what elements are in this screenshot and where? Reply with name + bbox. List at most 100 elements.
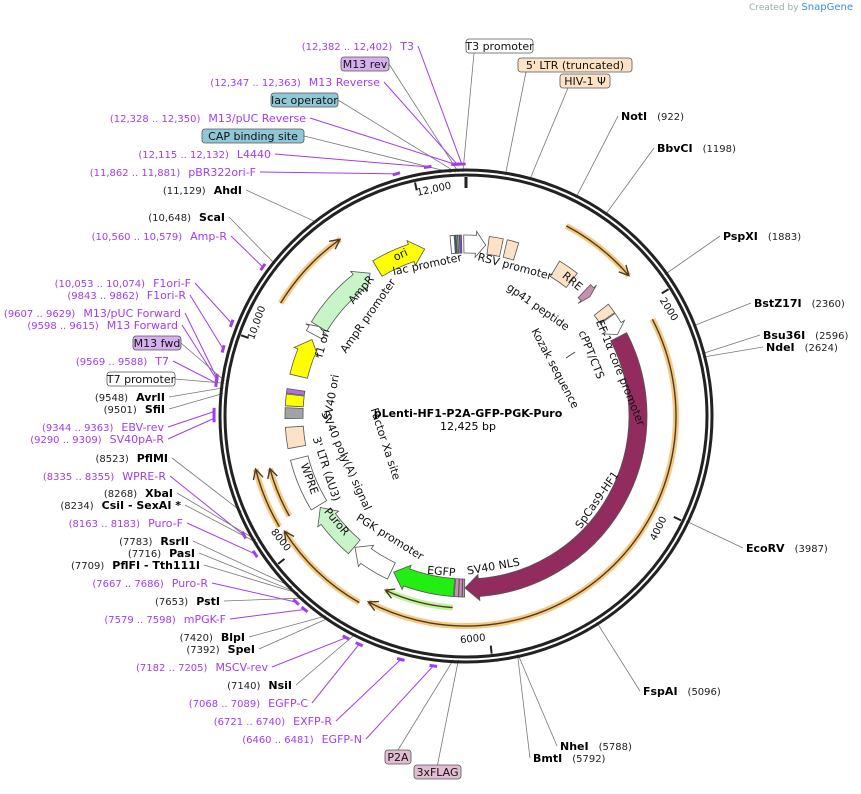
feature-rre[interactable] bbox=[549, 260, 578, 289]
feature-gp41-peptide[interactable] bbox=[577, 284, 597, 304]
feature-segment[interactable] bbox=[459, 234, 463, 254]
enzyme-label[interactable]: NheI (5788) bbox=[560, 740, 632, 753]
enzyme-label[interactable]: (7716) PasI bbox=[128, 547, 195, 560]
enzyme-label[interactable]: (9548) AvrII bbox=[95, 391, 165, 404]
orf-arc[interactable] bbox=[278, 236, 342, 305]
tick-mark bbox=[240, 334, 249, 339]
feature-ori[interactable] bbox=[372, 239, 426, 277]
enzyme-label[interactable]: (7420) BlpI bbox=[180, 631, 245, 644]
feature-f1-ori[interactable] bbox=[289, 338, 319, 379]
annotation-box[interactable] bbox=[340, 56, 390, 72]
enzyme-name: BbvCI bbox=[657, 142, 693, 155]
enzyme-label[interactable]: (7783) RsrII bbox=[119, 535, 189, 548]
feature-rsv-promoter[interactable] bbox=[463, 230, 487, 259]
annotation-box[interactable] bbox=[559, 73, 611, 89]
feature-wpre[interactable] bbox=[290, 455, 328, 511]
enzyme-name: BmtI bbox=[533, 752, 562, 765]
primer-range: (8335 .. 8355) bbox=[43, 472, 115, 483]
feature-segment[interactable] bbox=[502, 239, 520, 261]
leader-lines bbox=[167, 45, 764, 766]
enzyme-label[interactable]: EcoRV (3987) bbox=[746, 542, 828, 555]
annotation-box[interactable] bbox=[413, 764, 462, 780]
primer-binding-mark bbox=[355, 641, 364, 648]
annotation-box[interactable] bbox=[384, 749, 412, 765]
leader-line bbox=[701, 334, 761, 355]
primer-label[interactable]: (7068 .. 7089) EGFP-C bbox=[189, 697, 309, 710]
enzyme-label[interactable]: NotI (922) bbox=[621, 110, 684, 123]
feature-segment[interactable] bbox=[453, 578, 460, 598]
primer-label[interactable]: (9607 .. 9629) M13/pUC Forward bbox=[4, 307, 181, 320]
primer-label[interactable]: (9290 .. 9309) SV40pA-R bbox=[30, 433, 164, 446]
primer-binding-mark bbox=[392, 171, 401, 177]
feature-puror[interactable] bbox=[317, 506, 361, 555]
orf-arcs bbox=[252, 223, 679, 629]
feature-egfp[interactable] bbox=[393, 564, 456, 597]
primer-label[interactable]: (6721 .. 6740) EXFP-R bbox=[214, 715, 333, 728]
primer-label[interactable]: (9569 .. 9588) T7 bbox=[76, 355, 169, 368]
enzyme-label[interactable]: (7392) SpeI bbox=[186, 643, 255, 656]
enzyme-label[interactable]: (7653) PstI bbox=[155, 595, 220, 608]
feature-cppt-cts[interactable] bbox=[593, 303, 616, 324]
enzyme-label[interactable]: (10,648) ScaI bbox=[148, 211, 225, 224]
enzyme-label[interactable]: (7140) NsiI bbox=[227, 679, 292, 692]
orf-arc-line bbox=[565, 225, 630, 277]
annotation-box[interactable] bbox=[465, 38, 534, 54]
primer-label[interactable]: (12,115 .. 12,132) L4440 bbox=[138, 148, 271, 161]
enzyme-label[interactable]: (11,129) AhdI bbox=[163, 184, 242, 197]
primer-label[interactable]: (7667 .. 7686) Puro-R bbox=[92, 577, 208, 590]
primer-label[interactable]: (8163 .. 8183) Puro-F bbox=[69, 517, 183, 530]
primer-label[interactable]: (9598 .. 9615) M13 Forward bbox=[27, 319, 178, 332]
annotation-box-label: M13 rev bbox=[343, 58, 388, 71]
primer-label[interactable]: (9843 .. 9862) F1ori-R bbox=[67, 289, 186, 302]
feature-ampr-promoter[interactable] bbox=[305, 323, 329, 340]
leader-line bbox=[180, 342, 225, 381]
enzyme-label[interactable]: (8234) CsiI - SexAI * bbox=[60, 499, 181, 512]
enzyme-label[interactable]: NdeI (2624) bbox=[766, 341, 838, 354]
annotation-box[interactable] bbox=[132, 335, 182, 351]
primer-label[interactable]: (11,862 .. 11,881) pBR322ori-F bbox=[90, 166, 256, 179]
enzyme-label[interactable]: FspAI (5096) bbox=[643, 685, 721, 698]
feature-ef-1-core-promoter[interactable] bbox=[599, 312, 626, 335]
enzyme-label[interactable]: PspXI (1883) bbox=[723, 230, 801, 243]
enzyme-label[interactable]: (8268) XbaI bbox=[104, 487, 173, 500]
enzyme-label[interactable]: (8523) PflMI bbox=[95, 452, 168, 465]
feature-sv40-poly-a-signal[interactable] bbox=[284, 407, 304, 420]
primer-leader-line bbox=[417, 45, 463, 165]
primer-label[interactable]: (6460 .. 6481) EGFP-N bbox=[242, 733, 362, 746]
orf-arrowhead bbox=[283, 529, 295, 543]
feature-pgk-promoter[interactable] bbox=[354, 544, 396, 580]
primer-label[interactable]: (7182 .. 7205) MSCV-rev bbox=[136, 661, 268, 674]
primer-leader-line bbox=[365, 665, 434, 740]
enzyme-label[interactable]: BbvCI (1198) bbox=[657, 142, 736, 155]
enzyme-label[interactable]: Bsu36I (2596) bbox=[763, 329, 849, 342]
primer-label[interactable]: (9344 .. 9363) EBV-rev bbox=[42, 421, 164, 434]
primer-name: Puro-R bbox=[172, 577, 209, 590]
primer-label[interactable]: (7579 .. 7598) mPGK-F bbox=[104, 613, 226, 626]
feature-sv40-ori[interactable] bbox=[284, 393, 305, 408]
enzyme-label[interactable]: (9501) SfiI bbox=[104, 403, 165, 416]
primer-label[interactable]: (10,053 .. 10,074) F1ori-F bbox=[55, 277, 191, 290]
annotation-box[interactable] bbox=[201, 128, 305, 144]
orf-arc[interactable] bbox=[564, 223, 632, 278]
annotation-box[interactable] bbox=[517, 57, 633, 73]
primer-name: M13 Reverse bbox=[309, 76, 380, 89]
annotation-box[interactable] bbox=[106, 371, 176, 387]
feature-3-ltr-u3-[interactable] bbox=[284, 425, 307, 450]
enzyme-label[interactable]: BstZ17I (2360) bbox=[754, 297, 845, 310]
enzyme-label[interactable]: (7709) PflFI - Tth111I bbox=[71, 559, 200, 572]
feature-segment[interactable] bbox=[486, 236, 504, 257]
primer-label[interactable]: (12,328 .. 12,350) M13/pUC Reverse bbox=[110, 112, 306, 125]
primer-label[interactable]: (8335 .. 8355) WPRE-R bbox=[43, 470, 166, 483]
primer-binding-mark bbox=[300, 605, 309, 614]
primer-label[interactable]: (10,560 .. 10,579) Amp-R bbox=[92, 230, 228, 243]
feature-segment[interactable] bbox=[453, 234, 458, 254]
tick-label: 12,000 bbox=[416, 181, 453, 199]
primer-label[interactable]: (12,382 .. 12,402) T3 bbox=[302, 40, 414, 53]
primer-label[interactable]: (12,347 .. 12,363) M13 Reverse bbox=[210, 76, 380, 89]
feature-ampr[interactable] bbox=[310, 270, 371, 332]
enzyme-label[interactable]: BmtI (5792) bbox=[533, 752, 606, 765]
leader-line bbox=[228, 216, 276, 265]
primer-range: (6721 .. 6740) bbox=[214, 717, 286, 728]
feature-segment[interactable] bbox=[286, 388, 306, 396]
annotation-box[interactable] bbox=[270, 92, 339, 108]
